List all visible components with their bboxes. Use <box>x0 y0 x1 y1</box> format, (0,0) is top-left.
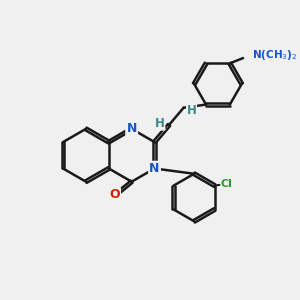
Text: N: N <box>127 122 137 135</box>
Text: N: N <box>149 162 160 175</box>
Text: H: H <box>155 117 165 130</box>
Text: H: H <box>187 104 196 117</box>
Text: Cl: Cl <box>220 179 232 189</box>
Text: O: O <box>109 188 120 201</box>
Text: N(CH$_3$)$_2$: N(CH$_3$)$_2$ <box>252 49 298 62</box>
